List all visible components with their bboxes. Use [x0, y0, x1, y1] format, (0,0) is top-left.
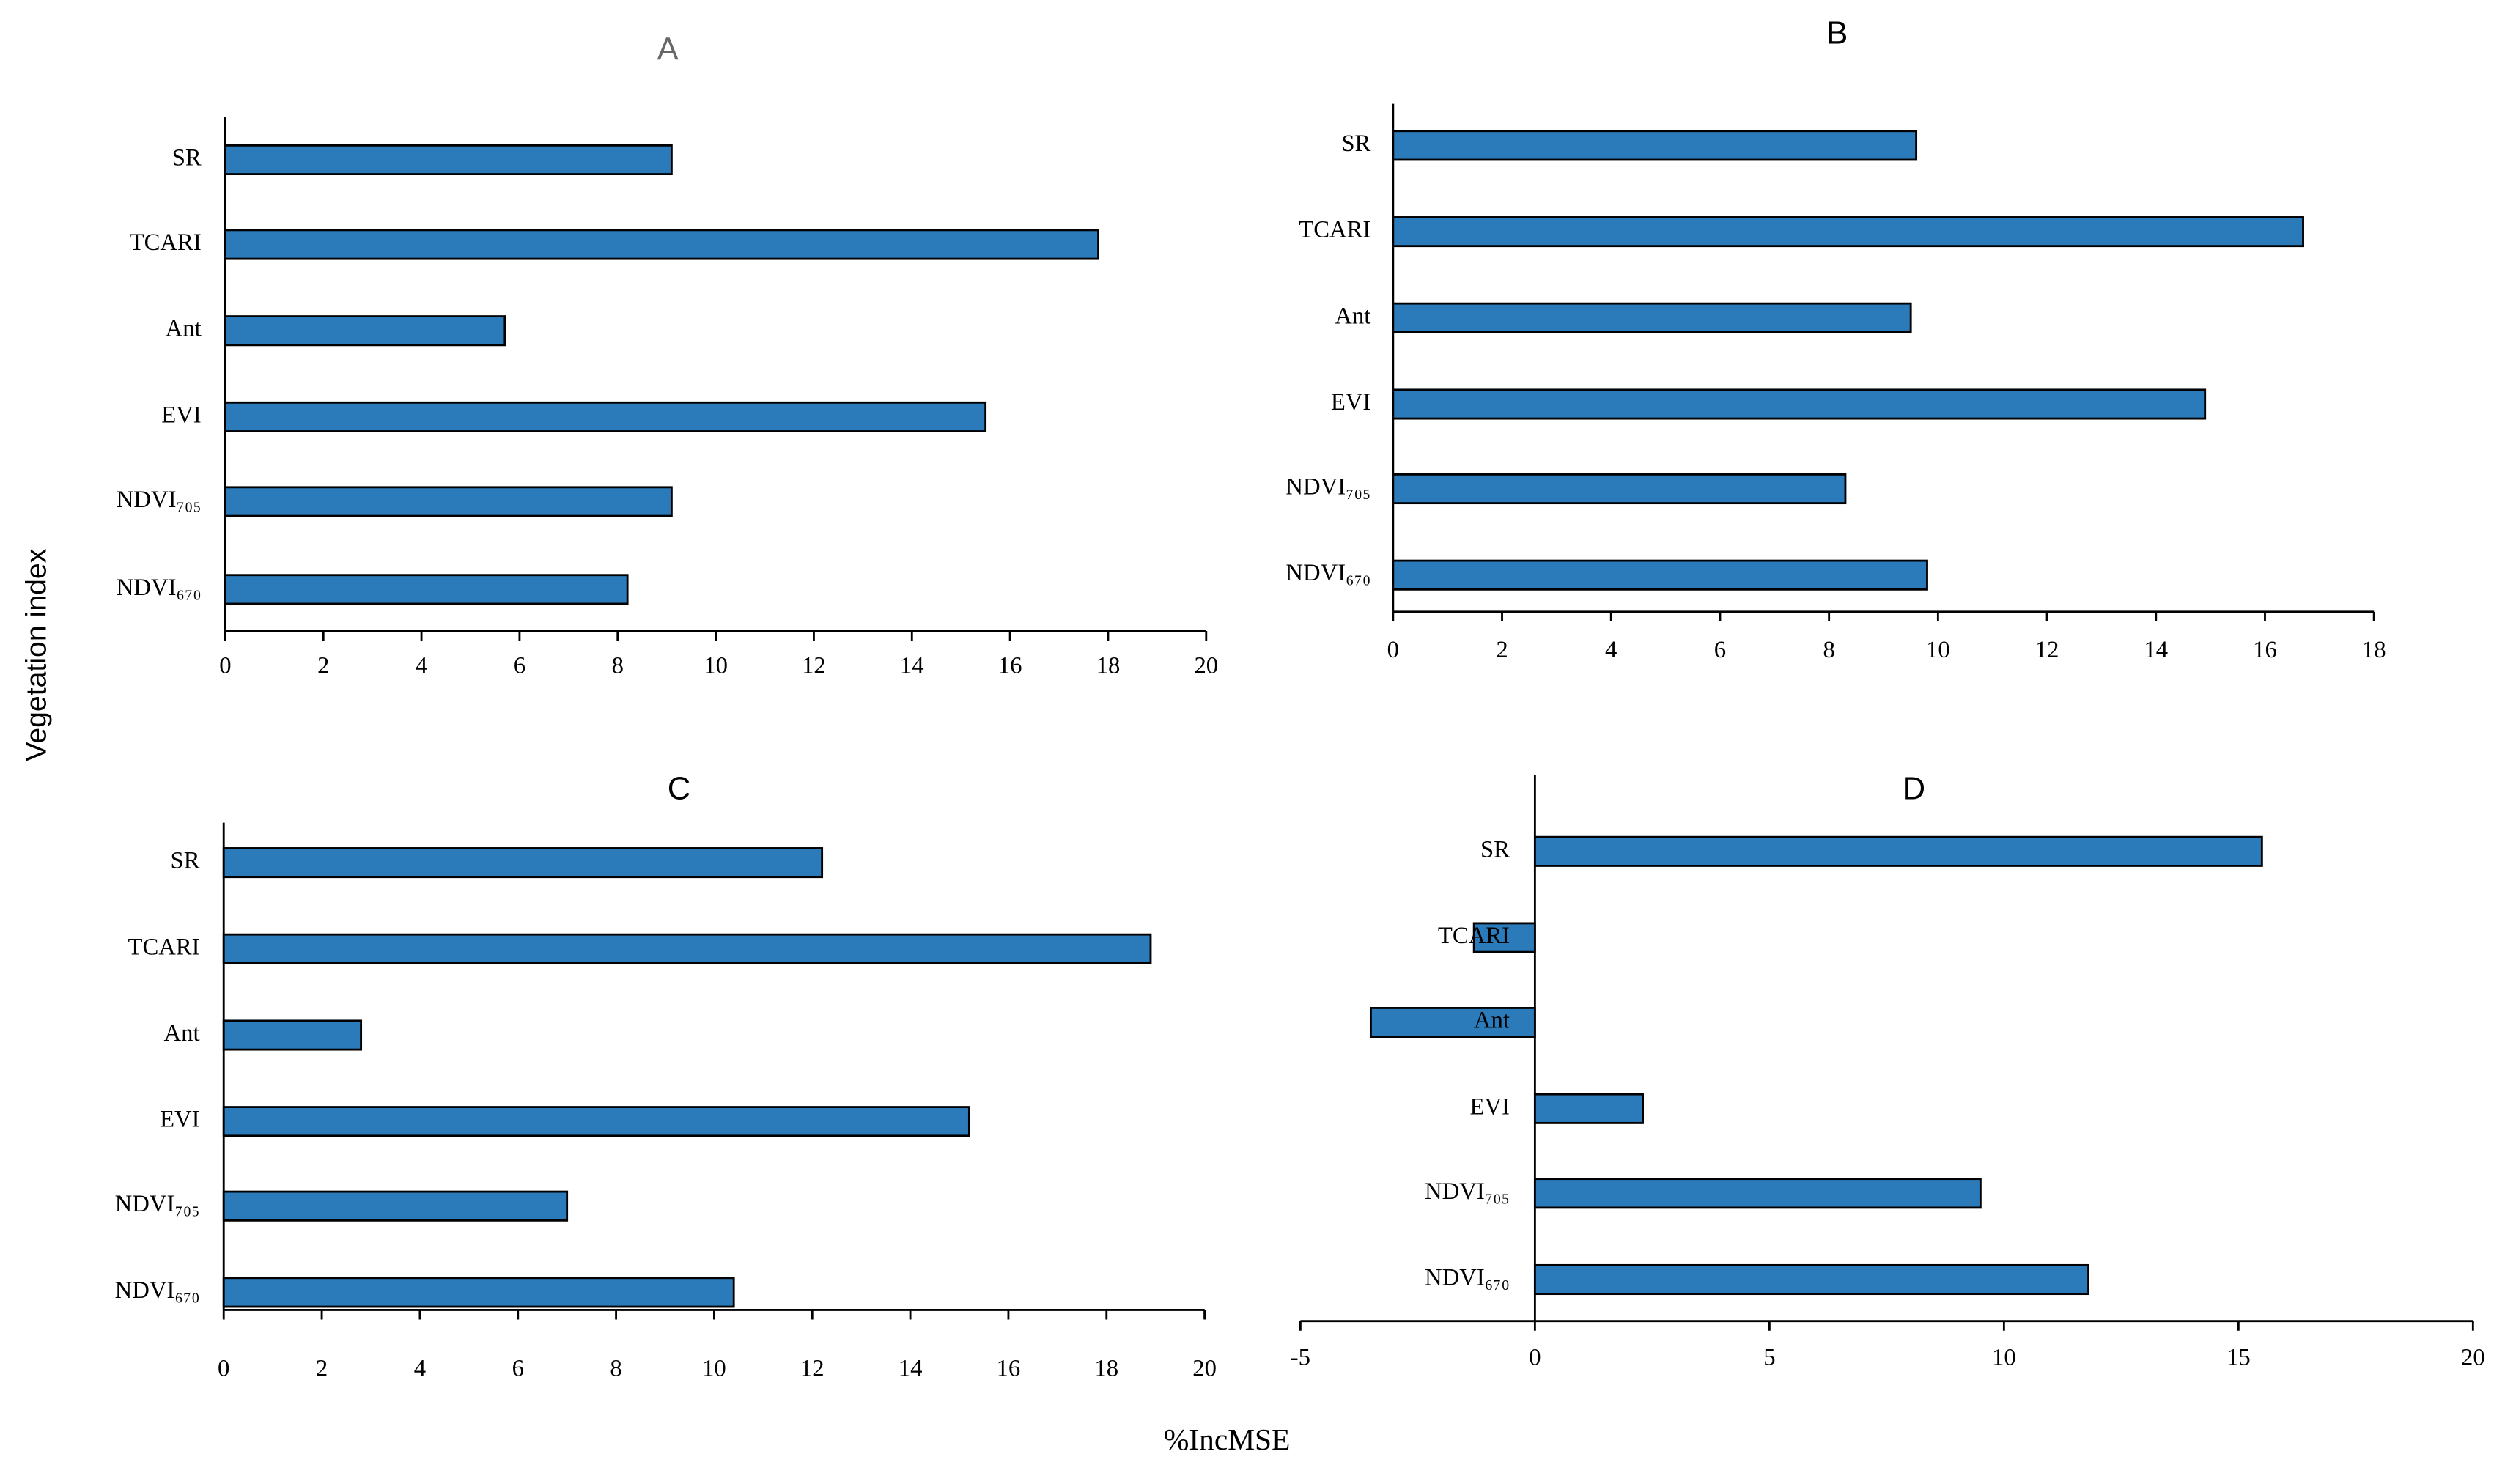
x-tick-label: 2	[317, 653, 329, 679]
x-tick-label: 16	[2253, 637, 2277, 663]
bar	[1392, 130, 1918, 161]
x-tick-label: 8	[610, 1356, 621, 1382]
x-tick-label: 6	[1714, 637, 1726, 663]
y-tick-label: TCARI	[1438, 923, 1510, 949]
x-tick-label: 15	[2227, 1344, 2251, 1370]
x-tick-label: 12	[802, 653, 826, 679]
y-tick-label: TCARI	[128, 934, 199, 960]
x-tick-label: 0	[1529, 1344, 1541, 1370]
x-tick-label: 10	[702, 1356, 726, 1382]
y-tick-label: NDVI₆₇₀	[1285, 560, 1370, 586]
panel-title: D	[1903, 771, 1925, 806]
panel-title: A	[657, 32, 679, 67]
y-tick-label: Ant	[166, 316, 202, 342]
x-tick-label: 14	[2144, 637, 2168, 663]
y-tick-label: TCARI	[130, 229, 202, 256]
bar	[1533, 1093, 1644, 1124]
x-tick-label: 18	[2362, 637, 2386, 663]
bar	[222, 1019, 363, 1051]
bar	[222, 1106, 970, 1137]
x-tick-label: 16	[998, 653, 1022, 679]
panel-title: C	[668, 771, 690, 806]
bar	[1392, 559, 1928, 591]
y-tick-label: TCARI	[1299, 217, 1370, 243]
x-tick-label: 8	[1823, 637, 1834, 663]
x-tick-label: 20	[1194, 653, 1218, 679]
y-axis-label: Vegetation index	[21, 548, 53, 761]
y-tick-label: SR	[171, 848, 200, 874]
x-tick-label: 14	[899, 1356, 923, 1382]
bar	[1392, 302, 1912, 333]
bar	[1392, 388, 2207, 420]
x-tick-label: 10	[704, 653, 728, 679]
x-tick-label: 16	[997, 1356, 1021, 1382]
y-tick-label: NDVI₆₇₀	[115, 1277, 200, 1304]
bar	[1472, 922, 1536, 953]
bar	[222, 933, 1152, 964]
y-tick-label: SR	[1480, 836, 1510, 863]
y-tick-label: EVI	[160, 1107, 199, 1133]
bar	[224, 144, 673, 176]
x-tick-label: 2	[316, 1356, 328, 1382]
x-tick-label: 14	[900, 653, 924, 679]
y-tick-label: NDVI₇₀₅	[1285, 474, 1370, 501]
y-tick-label: NDVI₇₀₅	[117, 487, 202, 513]
x-tick-label: 0	[218, 1356, 229, 1382]
x-tick-label: 20	[1192, 1356, 1217, 1382]
x-tick-label: 2	[1496, 637, 1508, 663]
x-tick-label: 18	[1096, 653, 1121, 679]
x-tick-label: 10	[1992, 1344, 2016, 1370]
bar	[1369, 1007, 1536, 1038]
bar	[222, 1190, 569, 1222]
bar	[1533, 835, 2263, 867]
y-tick-label: EVI	[161, 402, 201, 428]
bar	[222, 1277, 735, 1308]
y-tick-label: NDVI₇₀₅	[115, 1191, 200, 1217]
x-tick-label: 0	[219, 653, 231, 679]
x-tick-label: 12	[800, 1356, 824, 1382]
x-tick-label: -5	[1291, 1344, 1310, 1370]
x-tick-label: 20	[2461, 1344, 2485, 1370]
x-tick-label: 18	[1094, 1356, 1118, 1382]
y-tick-label: NDVI₆₇₀	[117, 575, 202, 601]
x-tick-label: 0	[1387, 637, 1399, 663]
bar	[224, 401, 987, 432]
y-tick-label: NDVI₆₇₀	[1425, 1264, 1510, 1291]
bar	[224, 486, 673, 517]
x-tick-label: 10	[1926, 637, 1950, 663]
x-tick-label: 4	[1605, 637, 1617, 663]
x-tick-label: 5	[1763, 1344, 1775, 1370]
y-tick-label: SR	[172, 144, 202, 171]
bar	[224, 229, 1099, 260]
y-tick-label: NDVI₇₀₅	[1425, 1178, 1510, 1205]
bar	[1533, 1263, 2089, 1296]
y-tick-label: EVI	[1331, 389, 1370, 416]
y-tick-label: SR	[1341, 130, 1370, 157]
y-tick-label: EVI	[1469, 1093, 1509, 1120]
bar	[224, 315, 506, 347]
x-tick-label: 6	[512, 1356, 524, 1382]
bar	[1533, 1178, 1982, 1209]
panel-title: B	[1826, 15, 1848, 51]
x-tick-label: 4	[416, 653, 427, 679]
y-tick-label: Ant	[1474, 1008, 1510, 1034]
x-axis-label: %IncMSE	[1164, 1422, 1291, 1456]
bar	[1392, 216, 2304, 248]
x-tick-label: 8	[612, 653, 624, 679]
y-tick-label: Ant	[1335, 303, 1370, 329]
bar	[222, 847, 824, 879]
bar	[1392, 473, 1847, 505]
x-tick-label: 12	[2035, 637, 2059, 663]
y-tick-label: Ant	[164, 1020, 200, 1046]
x-tick-label: 6	[514, 653, 525, 679]
bar	[224, 574, 629, 605]
x-tick-label: 4	[414, 1356, 426, 1382]
